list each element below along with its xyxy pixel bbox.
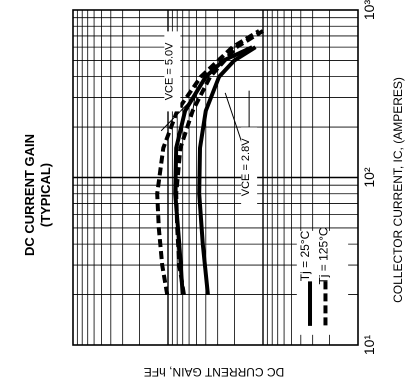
series-curve [155,29,261,295]
chart-subtitle: (TYPICAL) [38,163,53,227]
legend-bg [296,230,349,335]
annotation-vce-5v: VCE = 5.0V [163,42,175,100]
x-tick-label: 10¹ [361,335,377,356]
series-curve [174,29,265,295]
plot-area: VCE = 5.0V VCE = 2.8V Tj = 25°C Tj = 125°C [72,9,359,346]
chart-title: DC CURRENT GAIN [22,134,37,256]
annotation-vce-2_8v: VCE = 2.8V [240,138,252,196]
series-curve [197,45,257,295]
leader-line [191,96,196,117]
x-axis-label: COLLECTOR CURRENT, IC, (AMPERES) [391,77,405,303]
legend-label-125c: Tj = 125°C [316,227,330,284]
legend: Tj = 25°C Tj = 125°C [296,227,349,335]
y-axis-label: DC CURRENT GAIN, hFE [144,365,284,379]
x-tick-label: 10³ [361,0,377,20]
legend-label-25c: Tj = 25°C [298,230,312,281]
leader-line [160,96,196,132]
x-tick-labels: 10¹ 10² 10³ [361,0,377,355]
annotations: VCE = 5.0V VCE = 2.8V [160,31,258,208]
annotation-vce-5v-bg [164,31,181,112]
annotation-vce-2_8v-bg [241,127,258,208]
data-curves [155,29,265,295]
x-tick-label: 10² [361,167,377,188]
